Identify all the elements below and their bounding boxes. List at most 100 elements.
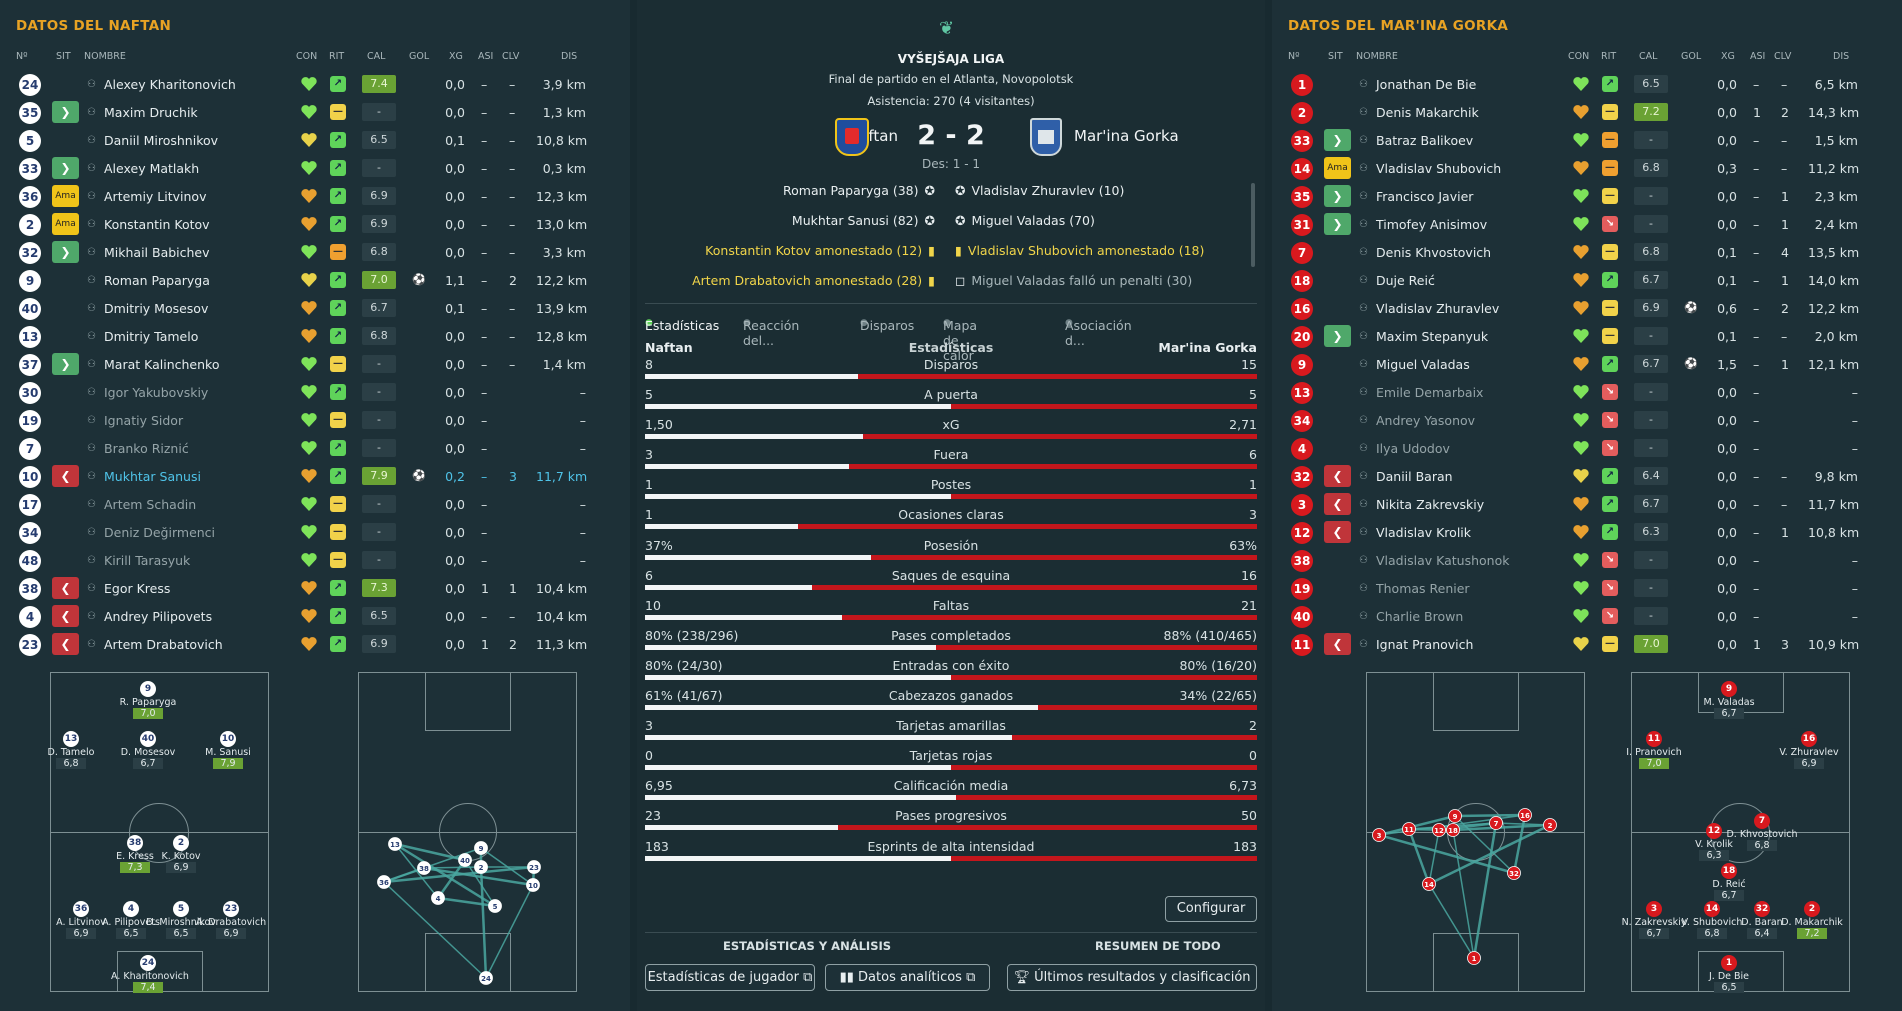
configure-button[interactable]: Configurar — [1165, 896, 1257, 922]
pass-node[interactable]: 14 — [1422, 877, 1436, 891]
formation-player[interactable]: 9 M. Valadas 6,7 — [1702, 681, 1756, 719]
player-row[interactable]: 9 ⚇ Roman Paparyga ↗ 7.0 ⚽ 1,1 – 2 12,2 km — [0, 267, 630, 295]
col-sit[interactable]: SIT — [1328, 51, 1343, 62]
formation-player[interactable]: 9 R. Paparyga 7,0 — [120, 681, 176, 719]
col-rit[interactable]: RIT — [1601, 51, 1617, 62]
pass-node[interactable]: 2 — [474, 860, 488, 874]
player-name[interactable]: Mukhtar Sanusi — [104, 469, 201, 484]
formation-player[interactable]: 38 E. Kress 7,3 — [108, 835, 162, 873]
player-name[interactable]: Charlie Brown — [1376, 609, 1464, 624]
formation-player[interactable]: 2 D. Makarchik 7,2 — [1781, 901, 1843, 939]
player-row[interactable]: 7 ⚇ Denis Khvostovich — 6.8 0,1 – 4 13,5 km — [1272, 239, 1902, 267]
player-name[interactable]: Konstantin Kotov — [104, 217, 210, 232]
col-dis[interactable]: DIS — [561, 51, 578, 62]
formation-player[interactable]: 7 D. Khvostovich 6,8 — [1726, 813, 1798, 851]
player-name[interactable]: Jonathan De Bie — [1376, 77, 1477, 92]
player-row[interactable]: 34 ⚇ Deniz Değirmenci — - 0,0 – – — [0, 519, 630, 547]
player-row[interactable]: 35 ❯ ⚇ Maxim Druchik — - 0,0 – – 1,3 km — [0, 99, 630, 127]
formation-player[interactable]: 14 V. Shubovich 6,8 — [1682, 901, 1742, 939]
pass-node[interactable]: 1 — [1467, 951, 1481, 965]
pass-node[interactable]: 2 — [1543, 818, 1557, 832]
player-name[interactable]: Daniil Miroshnikov — [104, 133, 219, 148]
player-name[interactable]: Ignatiy Sidor — [104, 413, 184, 428]
player-name[interactable]: Thomas Renier — [1376, 581, 1470, 596]
player-row[interactable]: 13 ⚇ Dmitriy Tamelo ↗ 6.8 0,0 – – 12,8 km — [0, 323, 630, 351]
player-row[interactable]: 17 ⚇ Artem Schadin — - 0,0 – – — [0, 491, 630, 519]
player-name[interactable]: Denis Khvostovich — [1376, 245, 1492, 260]
player-row[interactable]: 30 ⚇ Igor Yakubovskiy ↗ - 0,0 – – — [0, 379, 630, 407]
player-name[interactable]: Egor Kress — [104, 581, 171, 596]
player-name[interactable]: Alexey Kharitonovich — [104, 77, 236, 92]
player-row[interactable]: 38 ❮ ⚇ Egor Kress ↗ 7.3 0,0 1 1 10,4 km — [0, 575, 630, 603]
player-name[interactable]: Artemiy Litvinov — [104, 189, 207, 204]
col-nombre[interactable]: NOMBRE — [1356, 51, 1398, 62]
pass-node[interactable]: 36 — [377, 875, 391, 889]
player-name[interactable]: Nikita Zakrevskiy — [1376, 497, 1485, 512]
col-asi[interactable]: ASI — [478, 51, 494, 62]
formation-player[interactable]: 32 D. Baran 6,4 — [1735, 901, 1789, 939]
player-name[interactable]: Batraz Balikoev — [1376, 133, 1474, 148]
col-sit[interactable]: SIT — [56, 51, 71, 62]
formation-player[interactable]: 13 D. Tamelo 6,8 — [44, 731, 98, 769]
player-name[interactable]: Daniil Baran — [1376, 469, 1453, 484]
col-gol[interactable]: GOL — [409, 51, 430, 62]
player-name[interactable]: Alexey Matlakh — [104, 161, 200, 176]
player-row[interactable]: 35 ❯ ⚇ Francisco Javier — - 0,0 – 1 2,3 km — [1272, 183, 1902, 211]
analytics-button[interactable]: ▮▮ Datos analíticos ⧉ — [825, 964, 990, 991]
formation-player[interactable]: 23 A. Drabatovich 6,9 — [196, 901, 266, 939]
away-team-name[interactable]: Mar'ina Gorka — [1074, 127, 1179, 145]
player-row[interactable]: 9 ⚇ Miguel Valadas ↗ 6.7 ⚽ 1,5 – 1 12,1 km — [1272, 351, 1902, 379]
col-xg[interactable]: XG — [1721, 51, 1735, 62]
player-name[interactable]: Emile Demarbaix — [1376, 385, 1484, 400]
formation-player[interactable]: 5 D. Miroshnikov 6,5 — [146, 901, 216, 939]
player-name[interactable]: Andrey Yasonov — [1376, 413, 1476, 428]
player-name[interactable]: Dmitriy Mosesov — [104, 301, 209, 316]
player-name[interactable]: Vladislav Krolik — [1376, 525, 1472, 540]
pass-node[interactable]: 7 — [1489, 816, 1503, 830]
formation-player[interactable]: 18 D. Reić 6,7 — [1702, 863, 1756, 901]
col-rit[interactable]: RIT — [329, 51, 345, 62]
player-row[interactable]: 7 ⚇ Branko Riznić ↗ - 0,0 – – — [0, 435, 630, 463]
pass-node[interactable]: 38 — [417, 861, 431, 875]
player-row[interactable]: 23 ❮ ⚇ Artem Drabatovich ↗ 6.9 0,0 1 2 11,3 km — [0, 631, 630, 659]
col-con[interactable]: CON — [296, 51, 318, 62]
player-name[interactable]: Kirill Tarasyuk — [104, 553, 191, 568]
player-name[interactable]: Denis Makarchik — [1376, 105, 1479, 120]
pass-node[interactable]: 4 — [431, 891, 445, 905]
formation-player[interactable]: 40 D. Mosesov 6,7 — [121, 731, 175, 769]
player-row[interactable]: 31 ❯ ⚇ Timofey Anisimov ↘ - 0,0 – 1 2,4 km — [1272, 211, 1902, 239]
player-row[interactable]: 2 ⚇ Denis Makarchik — 7.2 0,0 1 2 14,3 km — [1272, 99, 1902, 127]
player-name[interactable]: Maxim Druchik — [104, 105, 198, 120]
player-row[interactable]: 34 ⚇ Andrey Yasonov ↘ - 0,0 – – — [1272, 407, 1902, 435]
formation-player[interactable]: 36 A. Litvinov 6,9 — [54, 901, 108, 939]
player-row[interactable]: 18 ⚇ Duje Reić ↗ 6.7 0,1 – 1 14,0 km — [1272, 267, 1902, 295]
player-name[interactable]: Roman Paparyga — [104, 273, 210, 288]
pass-node[interactable]: 32 — [1507, 866, 1521, 880]
formation-player[interactable]: 24 A. Kharitonovich 7,4 — [111, 955, 189, 993]
col-clv[interactable]: CLV — [1774, 51, 1792, 62]
pass-node[interactable]: 11 — [1402, 822, 1416, 836]
player-row[interactable]: 14 Ama ⚇ Vladislav Shubovich — 6.8 0,3 – – 11,2 k… — [1272, 155, 1902, 183]
player-row[interactable]: 37 ❯ ⚇ Marat Kalinchenko — - 0,0 – – 1,4 km — [0, 351, 630, 379]
player-row[interactable]: 33 ❯ ⚇ Alexey Matlakh ↗ - 0,0 – – 0,3 km — [0, 155, 630, 183]
player-name[interactable]: Ilya Udodov — [1376, 441, 1450, 456]
col-num[interactable]: Nº — [1288, 51, 1300, 62]
player-name[interactable]: Deniz Değirmenci — [104, 525, 216, 540]
pass-node[interactable]: 3 — [1372, 828, 1386, 842]
col-nombre[interactable]: NOMBRE — [84, 51, 126, 62]
pass-node[interactable]: 9 — [474, 841, 488, 855]
player-row[interactable]: 16 ⚇ Vladislav Zhuravlev — 6.9 ⚽ 0,6 – 2 12,2 km — [1272, 295, 1902, 323]
player-name[interactable]: Andrey Pilipovets — [104, 609, 213, 624]
player-row[interactable]: 36 Ama ⚇ Artemiy Litvinov ↗ 6.9 0,0 – – 12,3 km — [0, 183, 630, 211]
player-row[interactable]: 4 ⚇ Ilya Udodov ↘ - 0,0 – – — [1272, 435, 1902, 463]
player-name[interactable]: Ignat Pranovich — [1376, 637, 1474, 652]
formation-player[interactable]: 2 K. Kotov 6,9 — [154, 835, 208, 873]
player-row[interactable]: 32 ❯ ⚇ Mikhail Babichev — 6.8 0,0 – – 3,3 km — [0, 239, 630, 267]
player-row[interactable]: 12 ❮ ⚇ Vladislav Krolik ↗ 6.3 0,0 – 1 10,8 km — [1272, 519, 1902, 547]
player-row[interactable]: 19 ⚇ Ignatiy Sidor — - 0,0 – – — [0, 407, 630, 435]
player-name[interactable]: Artem Schadin — [104, 497, 197, 512]
player-name[interactable]: Dmitriy Tamelo — [104, 329, 199, 344]
formation-player[interactable]: 12 V. Krolik 6,3 — [1687, 823, 1741, 861]
pass-node[interactable]: 12 — [1432, 823, 1446, 837]
player-name[interactable]: Marat Kalinchenko — [104, 357, 220, 372]
